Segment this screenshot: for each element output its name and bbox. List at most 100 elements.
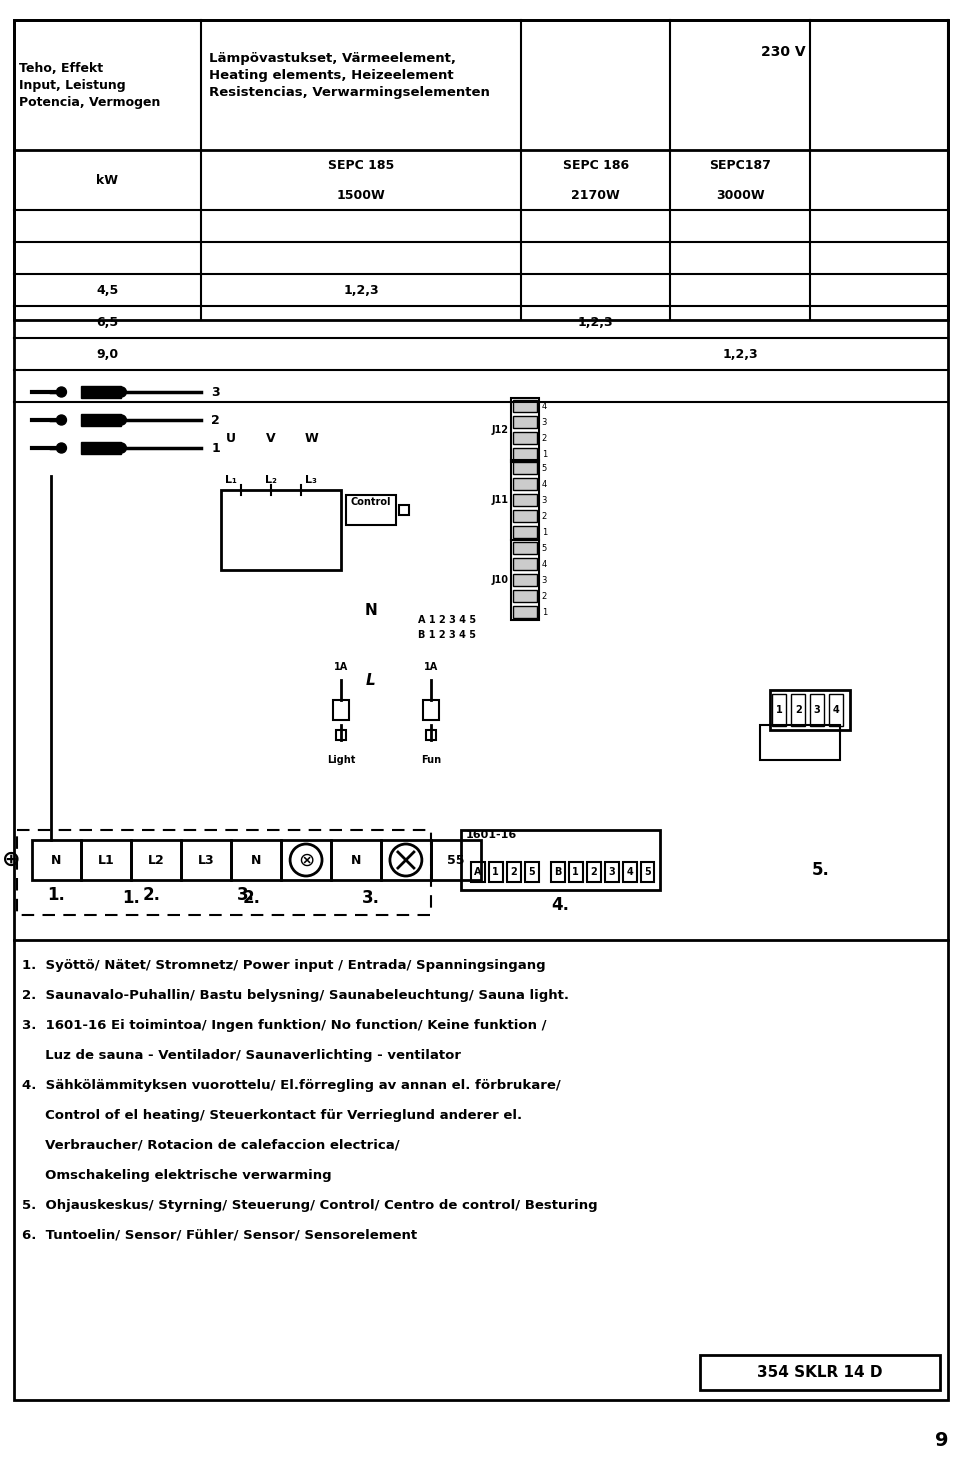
Bar: [336, 730, 346, 740]
Bar: [587, 861, 601, 882]
Text: B 1 2 3 4 5: B 1 2 3 4 5: [418, 630, 476, 639]
Text: 1A: 1A: [334, 662, 348, 672]
Text: 4: 4: [541, 480, 547, 488]
Text: A: A: [474, 867, 482, 878]
Bar: [346, 494, 396, 525]
Text: 2: 2: [211, 413, 220, 426]
Text: 6.  Tuntoelin/ Sensor/ Fühler/ Sensor/ Sensorelement: 6. Tuntoelin/ Sensor/ Fühler/ Sensor/ Se…: [21, 1228, 417, 1242]
Text: 2: 2: [541, 434, 547, 443]
Bar: [431, 841, 481, 881]
Text: W: W: [304, 432, 318, 445]
Text: 1: 1: [541, 527, 547, 537]
Text: 5: 5: [644, 867, 651, 878]
Text: 1.: 1.: [48, 887, 65, 904]
Text: 230 V: 230 V: [760, 44, 805, 59]
Text: kW: kW: [96, 173, 118, 186]
Bar: [82, 841, 132, 881]
Bar: [829, 694, 843, 727]
Text: 3: 3: [211, 385, 220, 398]
Text: 2: 2: [590, 867, 597, 878]
Text: 6,5: 6,5: [96, 315, 118, 329]
Text: 3: 3: [541, 417, 547, 426]
Text: Luz de sauna - Ventilador/ Saunaverlichting - ventilator: Luz de sauna - Ventilador/ Saunaverlicht…: [21, 1048, 461, 1061]
Bar: [381, 841, 431, 881]
Text: L₂: L₂: [265, 475, 277, 485]
Circle shape: [57, 414, 66, 425]
Bar: [513, 605, 537, 619]
Bar: [770, 690, 851, 730]
Text: 2: 2: [795, 704, 802, 715]
Text: 4: 4: [541, 559, 547, 568]
Text: 5: 5: [541, 463, 547, 472]
Text: 1.: 1.: [123, 889, 140, 907]
Bar: [772, 694, 786, 727]
Text: N: N: [251, 854, 261, 866]
Bar: [810, 694, 825, 727]
Text: 1: 1: [776, 704, 782, 715]
Text: 4: 4: [626, 867, 633, 878]
Text: ⊕: ⊕: [2, 850, 21, 870]
Text: 3.: 3.: [237, 887, 255, 904]
Text: 5: 5: [528, 867, 535, 878]
Bar: [511, 398, 539, 462]
Text: 1A: 1A: [423, 662, 438, 672]
Bar: [605, 861, 618, 882]
Text: 354 SKLR 14 D: 354 SKLR 14 D: [757, 1365, 883, 1379]
Text: 1601-16: 1601-16: [466, 830, 517, 841]
Text: 2: 2: [511, 867, 517, 878]
Text: Teho, Effekt
Input, Leistung
Potencia, Vermogen: Teho, Effekt Input, Leistung Potencia, V…: [18, 62, 160, 108]
Circle shape: [116, 386, 127, 397]
Bar: [470, 861, 485, 882]
Text: 1: 1: [541, 450, 547, 459]
Text: 1: 1: [541, 607, 547, 617]
Text: L2: L2: [148, 854, 165, 866]
Bar: [13, 21, 948, 320]
Text: 1,2,3: 1,2,3: [343, 284, 379, 296]
Bar: [513, 448, 537, 460]
Text: Control: Control: [351, 497, 392, 508]
Text: 3: 3: [541, 496, 547, 505]
Text: 2: 2: [541, 512, 547, 521]
Bar: [489, 861, 503, 882]
Text: Control of el heating/ Steuerkontact für Verrieglund anderer el.: Control of el heating/ Steuerkontact für…: [21, 1109, 521, 1122]
Circle shape: [116, 443, 127, 453]
Bar: [640, 861, 655, 882]
Text: N: N: [365, 602, 377, 617]
Bar: [513, 525, 537, 539]
Bar: [513, 511, 537, 522]
Text: 4: 4: [541, 401, 547, 410]
Circle shape: [57, 443, 66, 453]
Bar: [333, 700, 349, 719]
Text: 2.: 2.: [242, 889, 260, 907]
Text: 4.  Sähkölämmityksen vuorottelu/ El.förregling av annan el. förbrukare/: 4. Sähkölämmityksen vuorottelu/ El.förre…: [21, 1079, 561, 1092]
Bar: [82, 443, 121, 454]
Text: J11: J11: [492, 494, 509, 505]
Bar: [82, 386, 121, 398]
Text: J12: J12: [492, 425, 509, 435]
Bar: [507, 861, 520, 882]
Text: 2.  Saunavalo-Puhallin/ Bastu belysning/ Saunabeleuchtung/ Sauna light.: 2. Saunavalo-Puhallin/ Bastu belysning/ …: [21, 989, 568, 1002]
Bar: [221, 490, 341, 570]
Text: Light: Light: [326, 755, 355, 765]
Bar: [132, 841, 181, 881]
Bar: [791, 694, 805, 727]
Text: Verbraucher/ Rotacion de calefaccion electrica/: Verbraucher/ Rotacion de calefaccion ele…: [21, 1138, 399, 1151]
Circle shape: [116, 414, 127, 425]
Bar: [551, 861, 564, 882]
Text: 3.  1601-16 Ei toimintoa/ Ingen funktion/ No function/ Keine funktion /: 3. 1601-16 Ei toimintoa/ Ingen funktion/…: [21, 1018, 546, 1032]
Circle shape: [57, 386, 66, 397]
Bar: [422, 700, 439, 719]
Text: 55: 55: [447, 854, 465, 866]
Bar: [513, 574, 537, 586]
Bar: [701, 1356, 940, 1390]
Text: 3: 3: [541, 576, 547, 585]
Bar: [511, 540, 539, 620]
Text: 2.: 2.: [142, 887, 160, 904]
Text: 3000W: 3000W: [716, 188, 765, 201]
Text: B: B: [554, 867, 562, 878]
Bar: [461, 830, 660, 889]
Text: 1,2,3: 1,2,3: [578, 315, 613, 329]
Bar: [513, 432, 537, 444]
Bar: [513, 494, 537, 506]
Text: 4,5: 4,5: [96, 284, 118, 296]
